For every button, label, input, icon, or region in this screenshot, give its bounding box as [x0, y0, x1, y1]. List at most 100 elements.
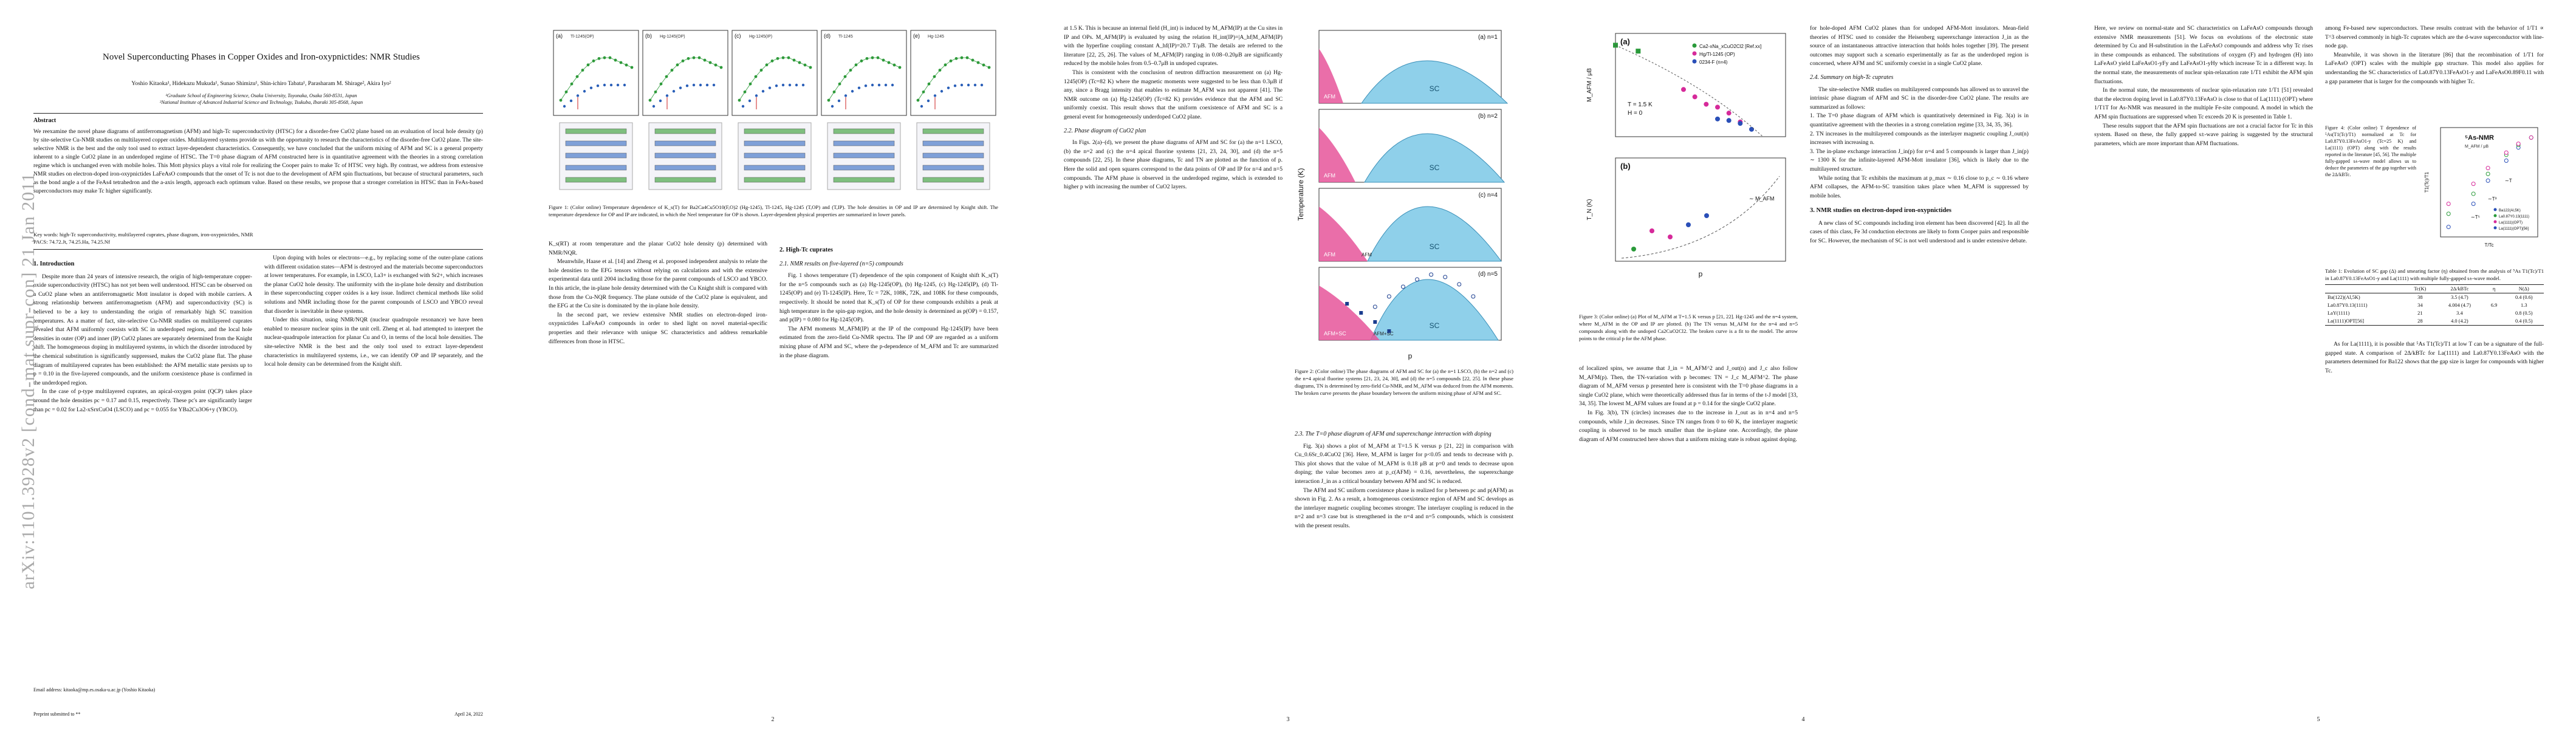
- page5-column-right-bottom: As for La(1111), it is possible that ⁵As…: [2325, 340, 2544, 375]
- paragraph: The AFM moments M_AFM(IP) at the IP of t…: [779, 325, 998, 359]
- fig1-panel-frame: [642, 30, 728, 116]
- figure-4: ⁵As-NMR M_AFM / μB T1(Tc)/T1 T/Tc ∼T⁵ ∼T³ ∼T Ba…: [2424, 127, 2538, 248]
- fig1-data-point: [927, 99, 930, 103]
- paragraph: Fig. 3(a) shows a plot of M_AFM at T=1.5…: [1295, 442, 1513, 485]
- section-heading: 3. NMR studies on electron-doped iron-ox…: [1810, 207, 1951, 214]
- fig1-data-point: [781, 83, 785, 87]
- paragraph: Despite more than 24 years of intensive …: [33, 273, 252, 386]
- figure-3: (a) T = 1.5 K H = 0 M_AFM / μB Ca2-xNa_xCuO2…: [1586, 33, 1786, 278]
- table-cell: 4.004 (4.7): [2448, 303, 2471, 308]
- fig4-legend-label: La0.87Y0.13(1111): [2499, 215, 2529, 219]
- fig1-cuo2-layer: [833, 128, 895, 134]
- abstract-label: Abstract: [33, 117, 57, 124]
- fig3-legend-marker: [1692, 59, 1697, 64]
- page-number: 5: [2317, 716, 2320, 723]
- fig1-cuo2-layer: [565, 128, 627, 134]
- fig2-tc-point: [1471, 294, 1476, 299]
- fig1-data-point: [569, 99, 573, 103]
- fig4-legend-marker: [2493, 208, 2497, 211]
- fig3b-y-axis-label: T_N (K): [1586, 199, 1593, 221]
- table-1: Table 1: Evolution of SC gap (Δ) and sme…: [2325, 267, 2544, 326]
- paragraph: In the case of p-type multilayered cupra…: [33, 388, 252, 413]
- page2-column-right: 2. High-Tc cuprates 2.1. NMR results on …: [779, 240, 998, 360]
- figure-1-caption: Figure 1: (Color online) Temperature dep…: [549, 204, 998, 217]
- fig3a-data-point: [1704, 101, 1709, 107]
- fig1-cuo2-layer: [565, 140, 627, 146]
- footnote-email: Email address: kitaoka@mp.es.osaka-u.ac.…: [33, 687, 156, 693]
- fig2-sc-label: SC: [1430, 163, 1440, 172]
- fig2-panel-label: (a) n=1: [1478, 34, 1498, 41]
- fig4-data-point: [2504, 159, 2509, 163]
- subsection-heading: 2.3. The T=0 phase diagram of AFM and su…: [1295, 431, 1492, 437]
- fig1-data-point: [871, 83, 874, 87]
- fig4-data-point: [2471, 191, 2476, 196]
- figure-4-caption: Figure 4: (Color online) T dependence of…: [2325, 125, 2416, 177]
- fig3a-data-point: [1738, 121, 1743, 126]
- fig1-data-point: [761, 90, 765, 93]
- table-cell: [2484, 309, 2504, 317]
- fig1-panel-frame: [731, 30, 818, 116]
- fig1-data-point: [795, 83, 798, 87]
- fig1-data-point: [665, 94, 669, 97]
- fig2-sc-dome: [1361, 60, 1509, 104]
- fig2-panel-label: (d) n=5: [1478, 271, 1498, 278]
- fig1-data-point: [864, 84, 868, 87]
- fig4-title: ⁵As-NMR: [2465, 134, 2494, 142]
- page4-column-left: of localized spins, we assume that J_in …: [1579, 364, 1798, 444]
- fig1-data-point: [973, 83, 977, 87]
- fig1-data-point: [884, 83, 888, 87]
- fig4-legend-label: La(1111)(OPT): [2499, 221, 2523, 225]
- fig3-panel-b: (b) T_N (K) ∼ M_AFM: [1586, 157, 1786, 262]
- fig4-x-axis-label: T/Tc: [2484, 242, 2493, 248]
- fig2-sc-dome: [1370, 279, 1499, 341]
- paragraph: The site-selective NMR studies on multil…: [1810, 86, 2029, 111]
- fig2-tc-point: [1457, 282, 1462, 287]
- fig2-sc-dome: [1367, 206, 1502, 262]
- fig3b-data-point: [1668, 234, 1673, 239]
- fig1-data-point: [755, 94, 758, 97]
- fig2-afm-label: AFM: [1324, 94, 1335, 100]
- fig4-data-point: [2516, 142, 2521, 146]
- fig1-cuo2-layer: [833, 165, 895, 171]
- fig1-cuo2-layer: [565, 177, 627, 183]
- table-row: La(1111)OPT[56] 28 4.0 (4.2) 0.4 (0.5): [2325, 317, 2544, 326]
- fig2-afm-label: AFM+SC: [1324, 330, 1346, 337]
- fig4-legend-label: Ba122(Al,5K): [2499, 209, 2521, 213]
- fig2-tn-point: [1359, 311, 1363, 315]
- fig1-data-point: [960, 83, 964, 87]
- fig1-cuo2-layer: [654, 152, 716, 159]
- fig1-panel-label: (a): [556, 33, 563, 39]
- preprint-date: April 24, 2022: [454, 711, 483, 717]
- fig1-data-point: [801, 83, 805, 87]
- paper-affiliations: ¹Graduate School of Engineering Science,…: [67, 92, 456, 106]
- table-cell: 3.4: [2456, 310, 2463, 316]
- fig1-data-point: [837, 99, 841, 103]
- table-cell: [2484, 317, 2504, 326]
- affiliation-1: ¹Graduate School of Engineering Science,…: [165, 93, 357, 98]
- page-footer: Preprint submitted to ** April 24, 2022: [33, 711, 483, 717]
- fig1-cuo2-layer: [565, 152, 627, 159]
- fig1-data-point: [741, 104, 745, 108]
- fig1-cuo2-layer: [833, 177, 895, 183]
- fig1-panel: (d) Tl-1245: [821, 30, 907, 190]
- paragraph: Meanwhile, it was shown in the literatur…: [2325, 51, 2544, 85]
- fig1-data-point: [609, 83, 613, 87]
- preprint-note: Preprint submitted to **: [33, 711, 81, 717]
- fig1-cuo2-layer: [922, 177, 984, 183]
- paragraph: Fig. 1 shows temperature (T) dependence …: [779, 272, 998, 324]
- fig3a-data-point: [1726, 118, 1732, 123]
- fig1-data-point: [685, 84, 689, 87]
- fig1-panel: (a) Tl-1245(OP): [553, 30, 639, 190]
- fig1-cuo2-layer: [744, 177, 806, 183]
- page-number: 2: [771, 716, 775, 723]
- table-cell: 34: [2417, 303, 2423, 308]
- table-cell: La(1111)OPT[56]: [2328, 318, 2365, 324]
- fig1-data-point: [947, 86, 950, 89]
- fig3b-data-point: [1631, 247, 1636, 252]
- fig3b-label: (b): [1620, 162, 1631, 171]
- table-header-cell: N(Δ): [2518, 286, 2529, 292]
- fig1-data-point: [705, 83, 709, 87]
- page-number: 4: [1801, 716, 1805, 723]
- fig1-data-point: [583, 90, 586, 93]
